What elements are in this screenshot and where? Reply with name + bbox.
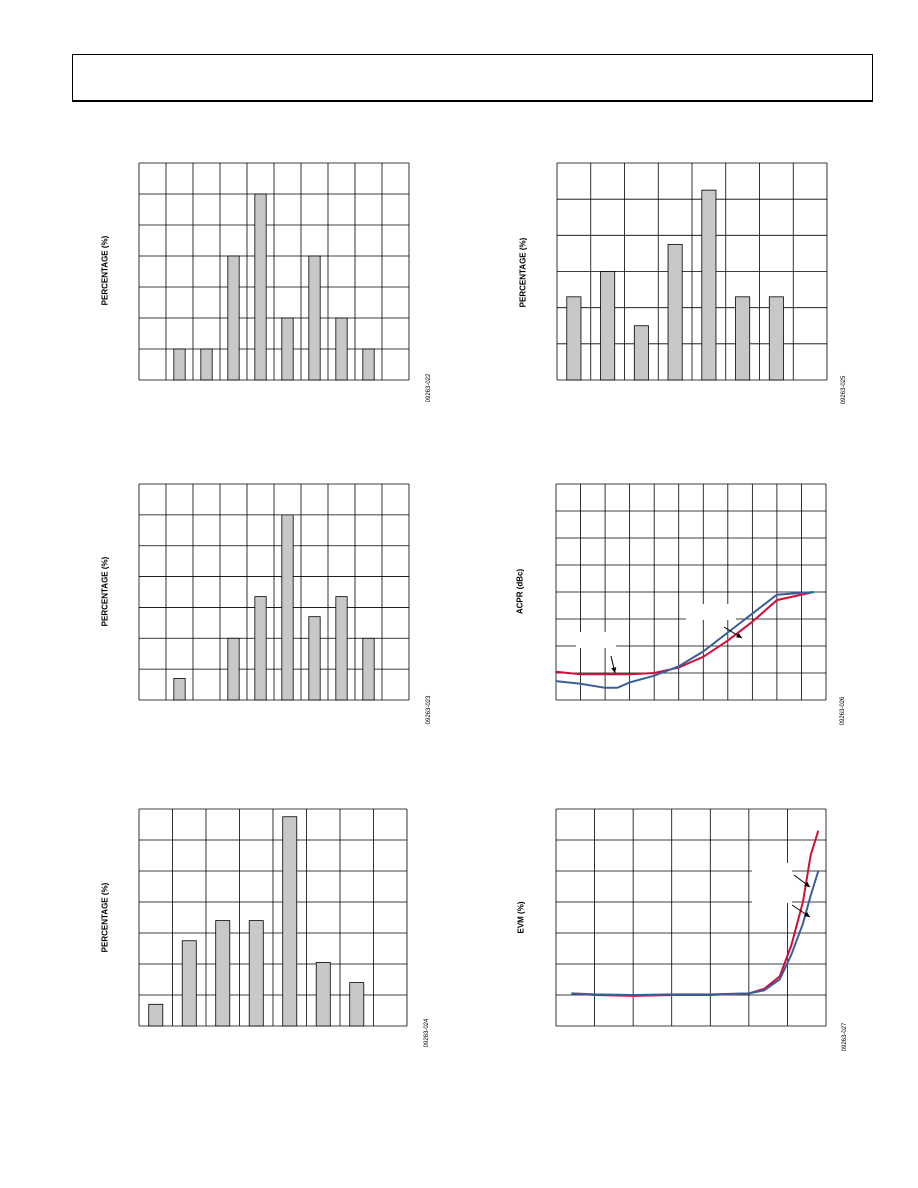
chart5-ylabel: PERCENTAGE (%) bbox=[100, 882, 110, 953]
chart3-plot bbox=[138, 483, 410, 701]
chart4-label-box-left bbox=[576, 632, 616, 648]
chart5-bar bbox=[349, 982, 365, 1027]
chart5-bar bbox=[148, 1003, 164, 1027]
chart1-bar bbox=[281, 317, 294, 381]
chart6-ylabel: EVM (%) bbox=[516, 901, 526, 934]
chart4-arrow-right-head bbox=[736, 632, 742, 638]
chart3-ylabel: PERCENTAGE (%) bbox=[100, 556, 110, 627]
chart5-bar bbox=[315, 962, 331, 1027]
chart1-bar bbox=[200, 348, 213, 381]
chart3-bar bbox=[362, 637, 375, 701]
chart2-bar bbox=[566, 296, 582, 381]
chart4-label-box-right bbox=[686, 604, 736, 620]
chart6-arrow-lower-head bbox=[804, 911, 810, 917]
chart2-plot bbox=[556, 162, 828, 381]
chart2-bar bbox=[667, 243, 683, 381]
chart1-bar bbox=[362, 348, 375, 381]
chart3-bar bbox=[281, 514, 294, 701]
chart2-bar bbox=[633, 325, 649, 381]
chart6-arrow-upper-head bbox=[804, 881, 810, 887]
chart1-bar bbox=[335, 317, 348, 381]
chart2-bar bbox=[701, 189, 717, 381]
chart1-bar bbox=[173, 348, 186, 381]
chart5-bar bbox=[215, 920, 231, 1027]
chart5-bar bbox=[282, 816, 298, 1027]
page-header-box bbox=[72, 54, 873, 102]
chart5-bar bbox=[248, 920, 264, 1027]
chart5-figure-id: 09263-024 bbox=[424, 1018, 430, 1048]
chart3-bar bbox=[173, 677, 186, 701]
chart1-bar bbox=[227, 255, 240, 381]
chart2-bar bbox=[600, 271, 616, 381]
chart6-figure-id: 09263-027 bbox=[842, 1022, 848, 1052]
chart1-bar bbox=[308, 255, 321, 381]
chart3-figure-id: 09263-023 bbox=[426, 695, 432, 725]
chart3-bar bbox=[254, 596, 267, 701]
chart1-bar bbox=[254, 193, 267, 381]
chart2-figure-id: 09263-025 bbox=[841, 375, 847, 405]
chart6-series-1 bbox=[571, 870, 820, 997]
chart5-bar bbox=[181, 940, 197, 1027]
chart4-series-0 bbox=[555, 591, 814, 676]
chart2-bar bbox=[735, 296, 751, 381]
chart3-bar bbox=[335, 596, 348, 701]
chart1-plot bbox=[138, 162, 410, 381]
chart4-series-1 bbox=[555, 591, 814, 689]
chart2-ylabel: PERCENTAGE (%) bbox=[518, 237, 528, 308]
chart4-ylabel: ACPR (dBc) bbox=[515, 568, 525, 615]
chart1-figure-id: 09263-022 bbox=[426, 373, 432, 403]
chart4-arrow-left-head bbox=[611, 667, 617, 673]
chart6-plot bbox=[555, 808, 827, 1027]
chart5-plot bbox=[138, 808, 408, 1027]
chart1-ylabel: PERCENTAGE (%) bbox=[100, 235, 110, 306]
chart4-plot bbox=[555, 483, 827, 701]
chart3-bar bbox=[308, 616, 321, 701]
chart6-series-0 bbox=[571, 830, 820, 997]
chart3-bar bbox=[227, 637, 240, 701]
chart2-bar bbox=[768, 296, 784, 381]
chart4-figure-id: 09263-026 bbox=[840, 696, 846, 726]
chart6-label-box bbox=[752, 863, 792, 903]
